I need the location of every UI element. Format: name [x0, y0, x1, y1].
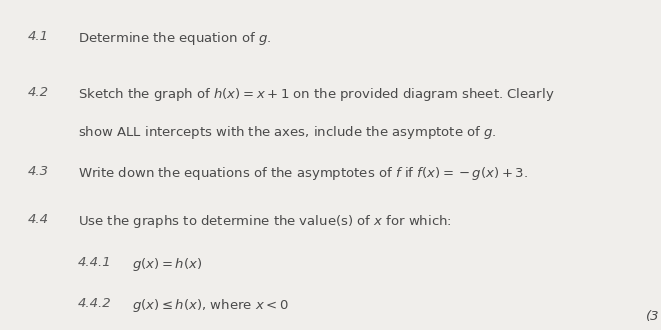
Text: 4.1: 4.1: [28, 30, 49, 43]
Text: 4.4.2: 4.4.2: [78, 297, 112, 310]
Text: $g(x) \leq h(x)$, where $x < 0$: $g(x) \leq h(x)$, where $x < 0$: [132, 297, 289, 314]
Text: show ALL intercepts with the axes, include the asymptote of $g$.: show ALL intercepts with the axes, inclu…: [78, 124, 496, 141]
Text: $g(x) = h(x)$: $g(x) = h(x)$: [132, 256, 202, 273]
Text: 4.2: 4.2: [28, 86, 49, 99]
Text: 4.3: 4.3: [28, 165, 49, 178]
Text: Write down the equations of the asymptotes of $f$ if $f(x) = -g(x) + 3$.: Write down the equations of the asymptot…: [78, 165, 528, 182]
Text: (3: (3: [646, 311, 660, 323]
Text: Use the graphs to determine the value(s) of $x$ for which:: Use the graphs to determine the value(s)…: [78, 213, 451, 230]
Text: Sketch the graph of $h(x) = x + 1$ on the provided diagram sheet. Clearly: Sketch the graph of $h(x) = x + 1$ on th…: [78, 86, 555, 103]
Text: 4.4: 4.4: [28, 213, 49, 226]
Text: Determine the equation of $g$.: Determine the equation of $g$.: [78, 30, 271, 47]
Text: 4.4.1: 4.4.1: [78, 256, 112, 269]
